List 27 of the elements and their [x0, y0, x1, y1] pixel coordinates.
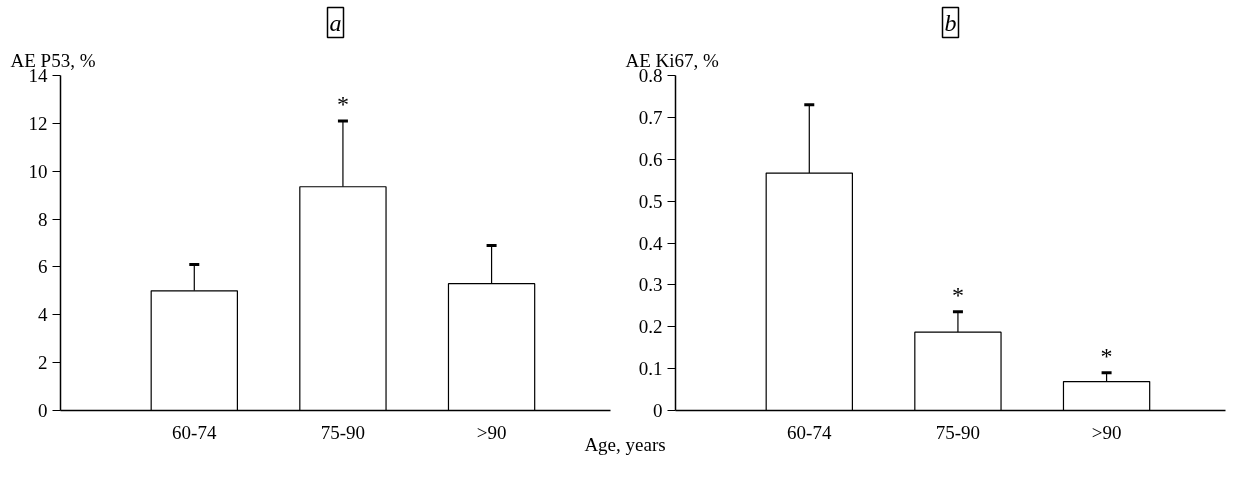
annotation: *	[1100, 342, 1113, 369]
y-tick-label: 0.6	[638, 148, 663, 170]
y-tick-label: 6	[38, 256, 48, 278]
annotation: *	[951, 281, 964, 308]
x-tick-label: 75-90	[320, 421, 366, 443]
y-tick-label: 10	[28, 160, 48, 182]
chart-title: b	[944, 9, 957, 36]
y-tick-label: 0.3	[638, 274, 663, 296]
x-tick-label: >90	[476, 421, 507, 443]
x-tick-label: 75-90	[935, 421, 981, 443]
y-tick-label: 12	[28, 112, 48, 134]
y-tick-label: 8	[38, 208, 48, 230]
x-tick-label: >90	[1091, 421, 1122, 443]
y-tick-label: 0	[653, 400, 663, 421]
chart-title: a	[329, 9, 342, 36]
y-tick-label: 0.2	[638, 316, 663, 338]
y-tick-label: 0.5	[638, 190, 663, 212]
x-tick-label: 60-74	[172, 421, 217, 443]
y-tick-label: 0.4	[638, 232, 663, 254]
x-tick-label: 60-74	[787, 421, 832, 443]
annotation: *	[336, 90, 349, 117]
y-tick-label: 0.7	[638, 106, 663, 128]
y-tick-label: 0.1	[638, 358, 663, 380]
y-tick-label: 4	[38, 304, 48, 326]
y-tick-label: 0	[38, 400, 48, 421]
x-axis-title: Age, years	[584, 433, 666, 457]
y-tick-label: 2	[38, 352, 48, 374]
